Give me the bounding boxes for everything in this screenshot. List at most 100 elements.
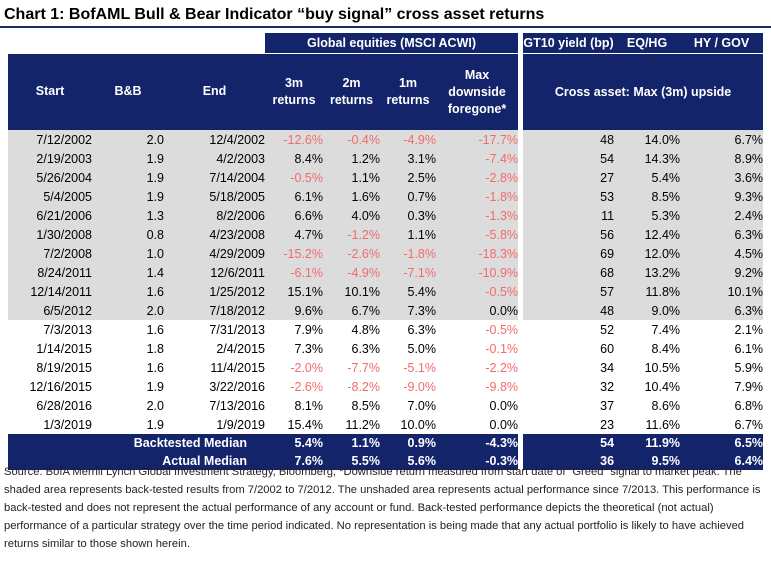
cell-3m: 6.6% xyxy=(265,206,323,225)
cell-end: 11/4/2015 xyxy=(210,360,265,375)
cell-bb: 1.9 xyxy=(92,168,164,187)
cell-eqhg: 5.3% xyxy=(614,206,681,225)
cell-hygov: 6.3% xyxy=(680,301,764,320)
cell-end: 12/6/2011 xyxy=(164,263,265,282)
cell-hygov: 6.7% xyxy=(734,417,764,432)
table-row: 5/4/2005 1.9 5/18/2005 6.1% 1.6% 0.7% -1.8% 53 8… xyxy=(8,187,764,206)
cell-eqhg: 8.6% xyxy=(651,398,681,413)
cell-2m: -1.2% xyxy=(323,225,380,244)
cell-end: 4/23/2008 xyxy=(164,225,265,244)
cell-eqhg: 8.4% xyxy=(651,341,681,356)
cell-3m: -6.1% xyxy=(265,263,323,282)
cell-2m: 1.6% xyxy=(323,187,380,206)
cell-end: 8/2/2006 xyxy=(164,206,265,225)
cell-start: 7/12/2002 xyxy=(8,130,92,149)
header-end: End xyxy=(164,53,265,130)
cell-end: 1/25/2012 xyxy=(164,282,265,301)
cell-start: 2/19/2003 xyxy=(8,149,92,168)
cell-1m: -1.8% xyxy=(380,244,436,263)
cell-1m: 5.4% xyxy=(380,282,436,301)
table-row: 7/3/2013 1.6 7/31/2013 7.9% 4.8% 6.3% -0.5% 52 7… xyxy=(8,320,763,339)
cell-eqhg: 10.5% xyxy=(644,360,681,375)
cell-gt10: 53 xyxy=(523,187,615,206)
cell-start: 7/3/2013 xyxy=(43,322,92,337)
cell-max-downside: -17.7% xyxy=(436,130,519,149)
cell-max-downside: -18.3% xyxy=(436,244,519,263)
cell-max-downside: 0.0% xyxy=(489,398,519,413)
table-row: 6/28/2016 2.0 7/13/2016 8.1% 8.5% 7.0% 0.0% 37 8… xyxy=(8,396,763,415)
cell-start: 6/5/2012 xyxy=(8,301,92,320)
header-md-line2: downside xyxy=(448,84,506,99)
header-1m-returns: 1m returns xyxy=(380,53,436,130)
cell-start: 1/3/2019 xyxy=(43,417,92,432)
median-eqhg: 9.5% xyxy=(614,452,681,470)
cell-start: 12/14/2011 xyxy=(8,282,92,301)
median-max-downside: -0.3% xyxy=(436,452,519,470)
chart-title: Chart 1: BofAML Bull & Bear Indicator “b… xyxy=(4,6,545,23)
cell-max-downside: 0.0% xyxy=(436,301,519,320)
cell-max-downside: -2.2% xyxy=(485,360,519,375)
table-row: 6/21/2006 1.3 8/2/2006 6.6% 4.0% 0.3% -1.3% 11 5… xyxy=(8,206,764,225)
cell-start: 12/16/2015 xyxy=(29,379,92,394)
median-hygov: 6.4% xyxy=(680,452,764,470)
cell-3m: 7.3% xyxy=(294,341,324,356)
cell-hygov: 2.1% xyxy=(734,322,764,337)
cell-eqhg: 10.4% xyxy=(644,379,681,394)
cell-start: 1/30/2008 xyxy=(8,225,92,244)
cell-eqhg: 12.4% xyxy=(614,225,681,244)
source-footnote: Source: BofA Merrill Lynch Global Invest… xyxy=(4,466,761,550)
cell-gt10: 37 xyxy=(600,398,615,413)
cell-max-downside: -0.5% xyxy=(485,322,519,337)
cell-bb: 1.6 xyxy=(146,322,164,337)
cell-eqhg: 8.5% xyxy=(614,187,681,206)
cell-3m: 9.6% xyxy=(265,301,323,320)
table-body: 7/12/2002 2.0 12/4/2002 -12.6% -0.4% -4.9% -17… xyxy=(8,130,764,470)
cell-1m: 5.0% xyxy=(407,341,437,356)
cell-eqhg: 5.4% xyxy=(614,168,681,187)
median-hygov: 6.5% xyxy=(680,434,764,452)
cell-bb: 1.3 xyxy=(92,206,164,225)
cell-max-downside: -2.8% xyxy=(436,168,519,187)
header-max-downside: Max downside foregone* xyxy=(436,53,519,130)
cell-bb: 2.0 xyxy=(92,301,164,320)
header-eqhg: EQ/HG xyxy=(614,33,681,54)
median-3m: 5.4% xyxy=(265,434,323,452)
median-1m: 5.6% xyxy=(380,452,436,470)
cell-hygov: 9.2% xyxy=(680,263,764,282)
header-cross-asset: Cross asset: Max (3m) upside xyxy=(523,53,764,130)
header-1m-line1: 1m xyxy=(398,76,418,90)
cell-bb: 2.0 xyxy=(146,398,164,413)
cell-bb: 1.4 xyxy=(92,263,164,282)
cell-1m: -5.1% xyxy=(403,360,436,375)
cell-start: 6/21/2006 xyxy=(8,206,92,225)
cell-eqhg: 14.3% xyxy=(614,149,681,168)
cell-hygov: 6.1% xyxy=(734,341,764,356)
cell-hygov: 7.9% xyxy=(734,379,764,394)
cell-gt10: 34 xyxy=(600,360,615,375)
cell-end: 7/14/2004 xyxy=(164,168,265,187)
cell-bb: 1.6 xyxy=(146,360,164,375)
cell-2m: 10.1% xyxy=(323,282,380,301)
cell-gt10: 27 xyxy=(523,168,615,187)
median-gt10: 36 xyxy=(523,452,615,470)
cell-hygov: 8.9% xyxy=(680,149,764,168)
cell-end: 1/9/2019 xyxy=(216,417,265,432)
median-3m: 7.6% xyxy=(265,452,323,470)
cell-2m: 8.5% xyxy=(351,398,381,413)
cell-hygov: 2.4% xyxy=(680,206,764,225)
cell-1m: -4.9% xyxy=(380,130,436,149)
table-row: 7/2/2008 1.0 4/29/2009 -15.2% -2.6% -1.8% -18.… xyxy=(8,244,764,263)
cell-bb: 2.0 xyxy=(92,130,164,149)
header-md-line3: foregone* xyxy=(447,101,507,116)
cell-1m: 10.0% xyxy=(400,417,436,432)
cell-end: 7/13/2016 xyxy=(209,398,265,413)
cell-2m: -4.9% xyxy=(323,263,380,282)
cell-3m: -12.6% xyxy=(265,130,323,149)
median-2m: 5.5% xyxy=(323,452,380,470)
cell-2m: 4.0% xyxy=(323,206,380,225)
cell-end: 3/22/2016 xyxy=(209,379,265,394)
cell-3m: 15.4% xyxy=(287,417,323,432)
table-row: 8/19/2015 1.6 11/4/2015 -2.0% -7.7% -5.1% -2.2… xyxy=(8,358,763,377)
cell-start: 7/2/2008 xyxy=(8,244,92,263)
cell-max-downside: -1.3% xyxy=(436,206,519,225)
